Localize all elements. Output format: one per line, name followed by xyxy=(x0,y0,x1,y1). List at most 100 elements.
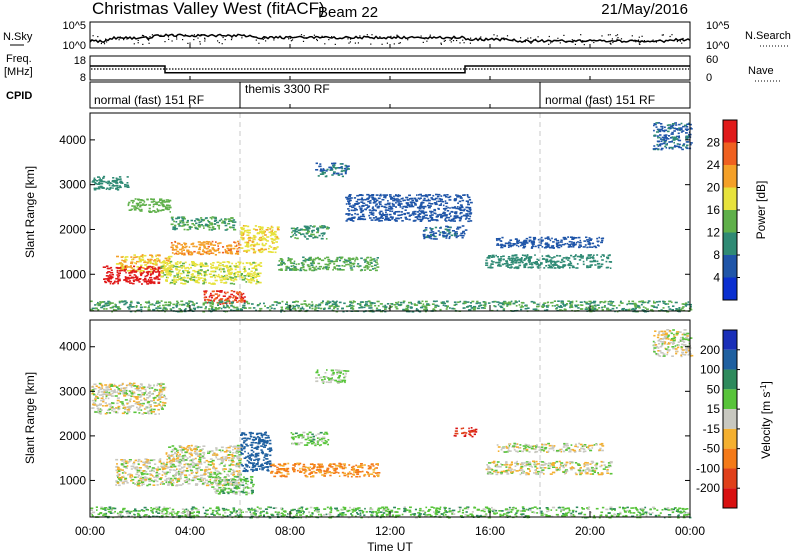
heatmap-cell-2 xyxy=(181,219,184,222)
heatmap-cell-14 xyxy=(570,264,573,267)
noise-search-dot xyxy=(631,35,633,37)
heatmap-cell-15 xyxy=(522,246,526,249)
heatmap-cell-0 xyxy=(93,188,97,191)
heatmap-cell-15 xyxy=(559,241,563,243)
heatmap-cell-1 xyxy=(189,468,192,471)
heatmap-cell-13 xyxy=(461,225,465,227)
noise-search-dot xyxy=(197,37,199,39)
heatmap-cell-17 xyxy=(220,307,223,310)
noise-search-dot xyxy=(420,35,422,37)
heatmap-cell-6 xyxy=(235,262,237,265)
heatmap-cell-9 xyxy=(293,260,296,263)
heatmap-cell-0 xyxy=(105,389,109,391)
heatmap-cell-12 xyxy=(360,210,364,212)
heatmap-cell-9 xyxy=(348,259,352,262)
heatmap-cell-17 xyxy=(585,306,588,309)
heatmap-cell-7 xyxy=(228,296,231,299)
heatmap-cell-4 xyxy=(116,280,120,283)
heatmap-cell-12 xyxy=(419,197,422,199)
heatmap-cell-4 xyxy=(104,281,108,284)
heatmap-cell-17 xyxy=(530,300,534,303)
noise-search-dot xyxy=(303,35,305,37)
heatmap-cell-17 xyxy=(520,301,524,304)
heatmap-cell-2 xyxy=(201,218,204,221)
heatmap-cell-12 xyxy=(399,200,402,203)
heatmap-cell-15 xyxy=(500,240,503,242)
cpid-panel: CPID normal (fast) 151 RF themis 3300 RF… xyxy=(6,81,691,109)
heatmap-cell-6 xyxy=(242,279,246,281)
heatmap-cell-12 xyxy=(411,212,414,215)
heatmap-cell-2 xyxy=(178,225,181,227)
heatmap-cell-9 xyxy=(299,269,303,272)
heatmap-cell-8 xyxy=(270,230,273,233)
noise-search-dot xyxy=(615,35,617,37)
heatmap-cell-17 xyxy=(635,307,637,310)
heatmap-cell-13 xyxy=(461,236,464,239)
heatmap-cell-17 xyxy=(577,304,580,306)
heatmap-cell-14 xyxy=(548,260,551,262)
heatmap-cell-14 xyxy=(497,258,501,260)
heatmap-cell-9 xyxy=(306,258,309,261)
heatmap-cell-17 xyxy=(547,301,550,304)
noise-search-dot xyxy=(218,42,220,44)
heatmap-cell-8 xyxy=(242,237,245,239)
heatmap-cell-16 xyxy=(656,140,661,143)
noise-search-dot xyxy=(149,36,151,38)
heatmap-cell-11 xyxy=(331,174,334,176)
heatmap-cell-11 xyxy=(319,170,323,172)
heatmap-cell-6 xyxy=(176,266,179,268)
heatmap-cell-1 xyxy=(152,203,155,206)
heatmap-cell-8 xyxy=(240,232,243,234)
heatmap-cell-0 xyxy=(141,402,145,405)
heatmap-cell-1 xyxy=(146,484,149,487)
heatmap-cell-17 xyxy=(112,308,115,311)
heatmap-cell-15 xyxy=(572,241,575,244)
noise-search-dot xyxy=(100,42,102,45)
heatmap-cell-14 xyxy=(553,261,556,264)
heatmap-cell-16 xyxy=(678,123,681,126)
heatmap-cell-17 xyxy=(384,310,387,313)
heatmap-cell-12 xyxy=(401,220,404,222)
heatmap-cell-11 xyxy=(331,162,334,165)
heatmap-cell-8 xyxy=(264,239,268,241)
heatmap-cell-4 xyxy=(139,273,143,275)
heatmap-cell-5 xyxy=(187,250,190,252)
heatmap-cell-12 xyxy=(391,197,396,200)
heatmap-cell-1 xyxy=(196,470,199,472)
heatmap-cell-0 xyxy=(111,395,114,397)
heatmap-cell-5 xyxy=(190,243,193,246)
heatmap-cell-10 xyxy=(317,230,320,232)
heatmap-cell-14 xyxy=(513,260,515,262)
heatmap-cell-5 xyxy=(238,246,241,249)
heatmap-cell-9 xyxy=(363,266,367,269)
heatmap-cell-7 xyxy=(243,299,246,302)
heatmap-cell-6 xyxy=(238,262,242,264)
heatmap-cell-17 xyxy=(678,307,681,309)
heatmap-cell-9 xyxy=(346,261,348,263)
heatmap-cell-6 xyxy=(203,281,206,284)
heatmap-cell-6 xyxy=(165,279,168,281)
heatmap-cell-0 xyxy=(112,177,115,179)
heatmap-cell-13 xyxy=(434,238,438,240)
heatmap-cell-12 xyxy=(430,203,434,205)
heatmap-cell-7 xyxy=(228,295,231,298)
heatmap-cell-14 xyxy=(556,254,559,257)
heatmap-cell-0 xyxy=(91,181,95,183)
heatmap-cell-12 xyxy=(347,213,351,215)
heatmap-cell-5 xyxy=(210,242,213,244)
heatmap-cell-1 xyxy=(120,480,123,483)
heatmap-cell-12 xyxy=(348,205,352,208)
heatmap-cell-6 xyxy=(178,270,180,273)
heatmap-cell-6 xyxy=(250,277,253,280)
heatmap-cell-4 xyxy=(155,276,159,279)
heatmap-cell-17 xyxy=(371,310,375,313)
heatmap-cell-7 xyxy=(209,299,213,302)
heatmap-cell-17 xyxy=(180,300,184,303)
heatmap-cell-2 xyxy=(173,220,175,223)
heatmap-cell-12 xyxy=(355,200,359,203)
heatmap-cell-6 xyxy=(166,263,169,266)
heatmap-cell-0 xyxy=(102,399,105,401)
heatmap-cell-0 xyxy=(137,401,141,403)
heatmap-cell-12 xyxy=(387,217,390,220)
heatmap-cell-17 xyxy=(188,302,190,305)
